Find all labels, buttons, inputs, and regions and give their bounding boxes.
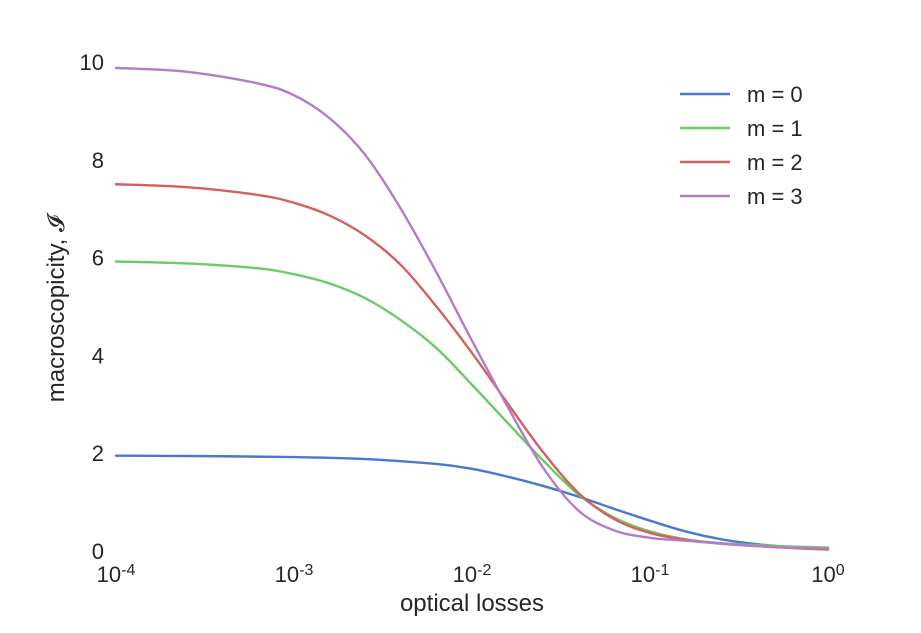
- x-tick-exponent: 0: [836, 562, 845, 579]
- series-line-m3: [114, 66, 830, 550]
- y-tick-label: 4: [92, 343, 104, 368]
- y-axis-ticks: 0 2 4 6 8 10: [80, 50, 104, 564]
- series-line-m2: [114, 183, 830, 551]
- x-axis-ticks: 10-4 10-3 10-2 10-1 100: [97, 562, 845, 587]
- x-tick-exponent: -4: [121, 562, 135, 579]
- y-tick-label: 8: [92, 148, 104, 173]
- legend-label-m0: m = 0: [747, 82, 803, 107]
- x-tick-base: 10: [97, 562, 121, 587]
- series-line-m0: [114, 454, 830, 550]
- legend-label-m3: m = 3: [747, 184, 803, 209]
- x-tick-exponent: -3: [299, 562, 313, 579]
- x-tick-base: 10: [453, 562, 477, 587]
- x-tick-label: 100: [811, 562, 844, 587]
- legend-label-m1: m = 1: [747, 116, 803, 141]
- legend: m = 0 m = 1 m = 2 m = 3: [680, 82, 803, 209]
- x-tick-base: 10: [631, 562, 655, 587]
- x-axis-label: optical losses: [400, 590, 544, 617]
- x-tick-label: 10-3: [275, 562, 314, 587]
- series-layer: [114, 66, 830, 551]
- legend-label-m2: m = 2: [747, 150, 803, 175]
- x-tick-exponent: -2: [477, 562, 491, 579]
- x-tick-base: 10: [811, 562, 835, 587]
- y-tick-label: 0: [92, 539, 104, 564]
- series-line-m1: [114, 260, 830, 549]
- y-tick-label: 2: [92, 441, 104, 466]
- x-tick-label: 10-1: [631, 562, 670, 587]
- x-tick-exponent: -1: [655, 562, 669, 579]
- y-tick-label: 6: [92, 246, 104, 271]
- y-tick-label: 10: [80, 50, 104, 75]
- x-tick-base: 10: [275, 562, 299, 587]
- x-tick-label: 10-2: [453, 562, 492, 587]
- y-axis-label: macroscopicity, 𝓘: [43, 212, 70, 402]
- x-tick-label: 10-4: [97, 562, 136, 587]
